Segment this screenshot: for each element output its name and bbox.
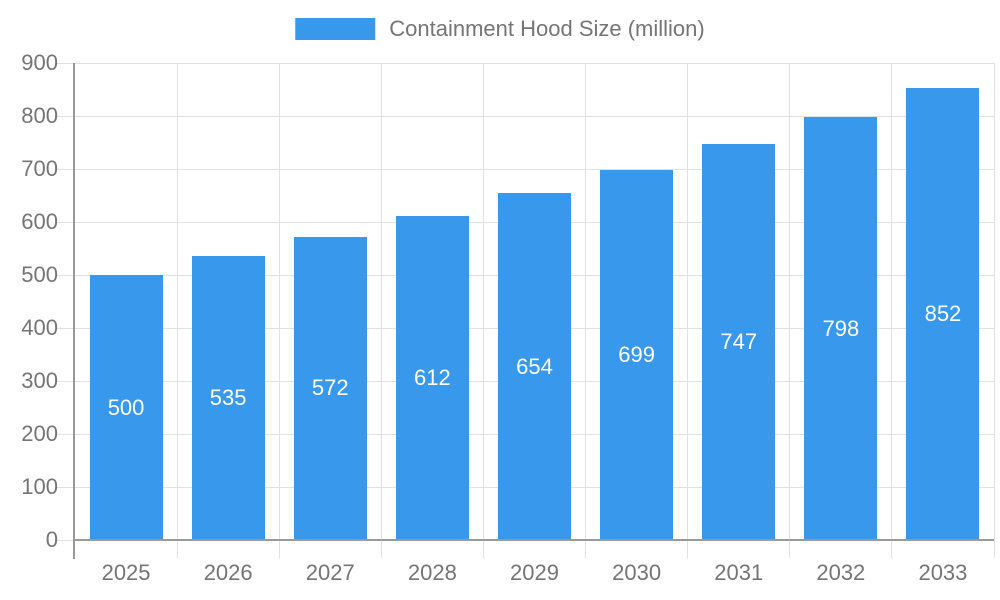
x-gridline [891,63,893,540]
bar-value-label: 747 [720,329,758,355]
y-axis-tick-label: 0 [45,527,58,552]
legend-swatch [295,18,376,40]
x-gridline [278,63,280,540]
x-axis-tick [482,540,484,558]
x-axis-tick [789,540,791,558]
y-axis-tick-label: 900 [21,50,58,75]
x-gridline [176,63,178,540]
x-axis-tick [176,540,178,558]
x-axis-tick-label: 2029 [510,560,559,585]
x-axis-tick [993,540,995,558]
y-gridline [75,62,994,64]
x-axis-tick-label: 2027 [305,560,355,585]
bar-value-label: 572 [311,375,349,401]
y-axis-tick [57,539,75,541]
x-axis-tick-label: 2028 [407,560,457,585]
y-gridline [75,168,994,170]
bar-2029 [498,193,571,540]
x-gridline [380,63,382,540]
bar-value-label: 535 [209,385,247,411]
x-axis-tick [380,540,382,558]
y-axis-tick-label: 600 [21,209,58,234]
y-axis-tick [57,327,75,329]
bar-2028 [395,215,469,540]
x-gridline [993,63,995,540]
bar-2031 [702,144,776,540]
y-axis-tick [57,433,75,435]
y-axis-tick-label: 500 [21,262,58,287]
bar-2033 [906,88,980,540]
bar-value-label: 798 [822,315,860,341]
x-axis-tick-label: 2030 [612,560,662,585]
y-axis-tick-label: 700 [21,156,58,181]
y-axis-tick-label: 200 [21,421,58,446]
bar-2027 [293,236,367,540]
y-axis-tick-label: 100 [21,474,58,499]
legend-item[interactable]: Containment Hood Size (million) [295,16,705,42]
x-axis-tick [891,540,893,558]
x-axis-line [75,539,994,541]
y-axis-tick [57,62,75,64]
x-gridline [789,63,791,540]
x-gridline [687,63,689,540]
y-axis-tick [57,486,75,488]
y-axis-tick [57,221,75,223]
bar-2026 [191,256,265,540]
y-axis-tick [57,168,75,170]
bar-2025 [89,275,163,540]
y-gridline [75,115,994,117]
x-axis-tick-label: 2026 [203,560,253,585]
y-axis-tick [57,115,75,117]
x-gridline [482,63,484,540]
y-axis-line [73,63,75,559]
y-axis-tick-label: 800 [21,103,58,128]
x-axis-tick [585,540,587,558]
plot-area: 500 535 572 612 654 699 747 798 852 [57,62,995,559]
y-axis-tick-label: 300 [21,368,58,393]
x-axis-tick-label: 2032 [816,560,866,585]
bar-value-label: 699 [618,341,655,367]
bar-2030 [600,169,674,540]
y-axis-tick [57,274,75,276]
x-axis-tick-label: 2031 [714,560,764,585]
y-axis-tick-label: 400 [21,315,58,340]
x-axis-tick-label: 2025 [101,560,151,585]
y-axis-tick [57,380,75,382]
bar-value-label: 612 [414,364,451,390]
x-axis-tick [278,540,280,558]
x-axis-tick-label: 2033 [918,560,968,585]
legend-label: Containment Hood Size (million) [389,16,705,41]
bar-value-label: 654 [516,353,553,379]
bar-value-label: 500 [107,394,145,420]
bar-value-label: 852 [924,301,962,327]
x-axis-tick [687,540,689,558]
bar-2032 [804,117,878,540]
x-gridline [585,63,587,540]
